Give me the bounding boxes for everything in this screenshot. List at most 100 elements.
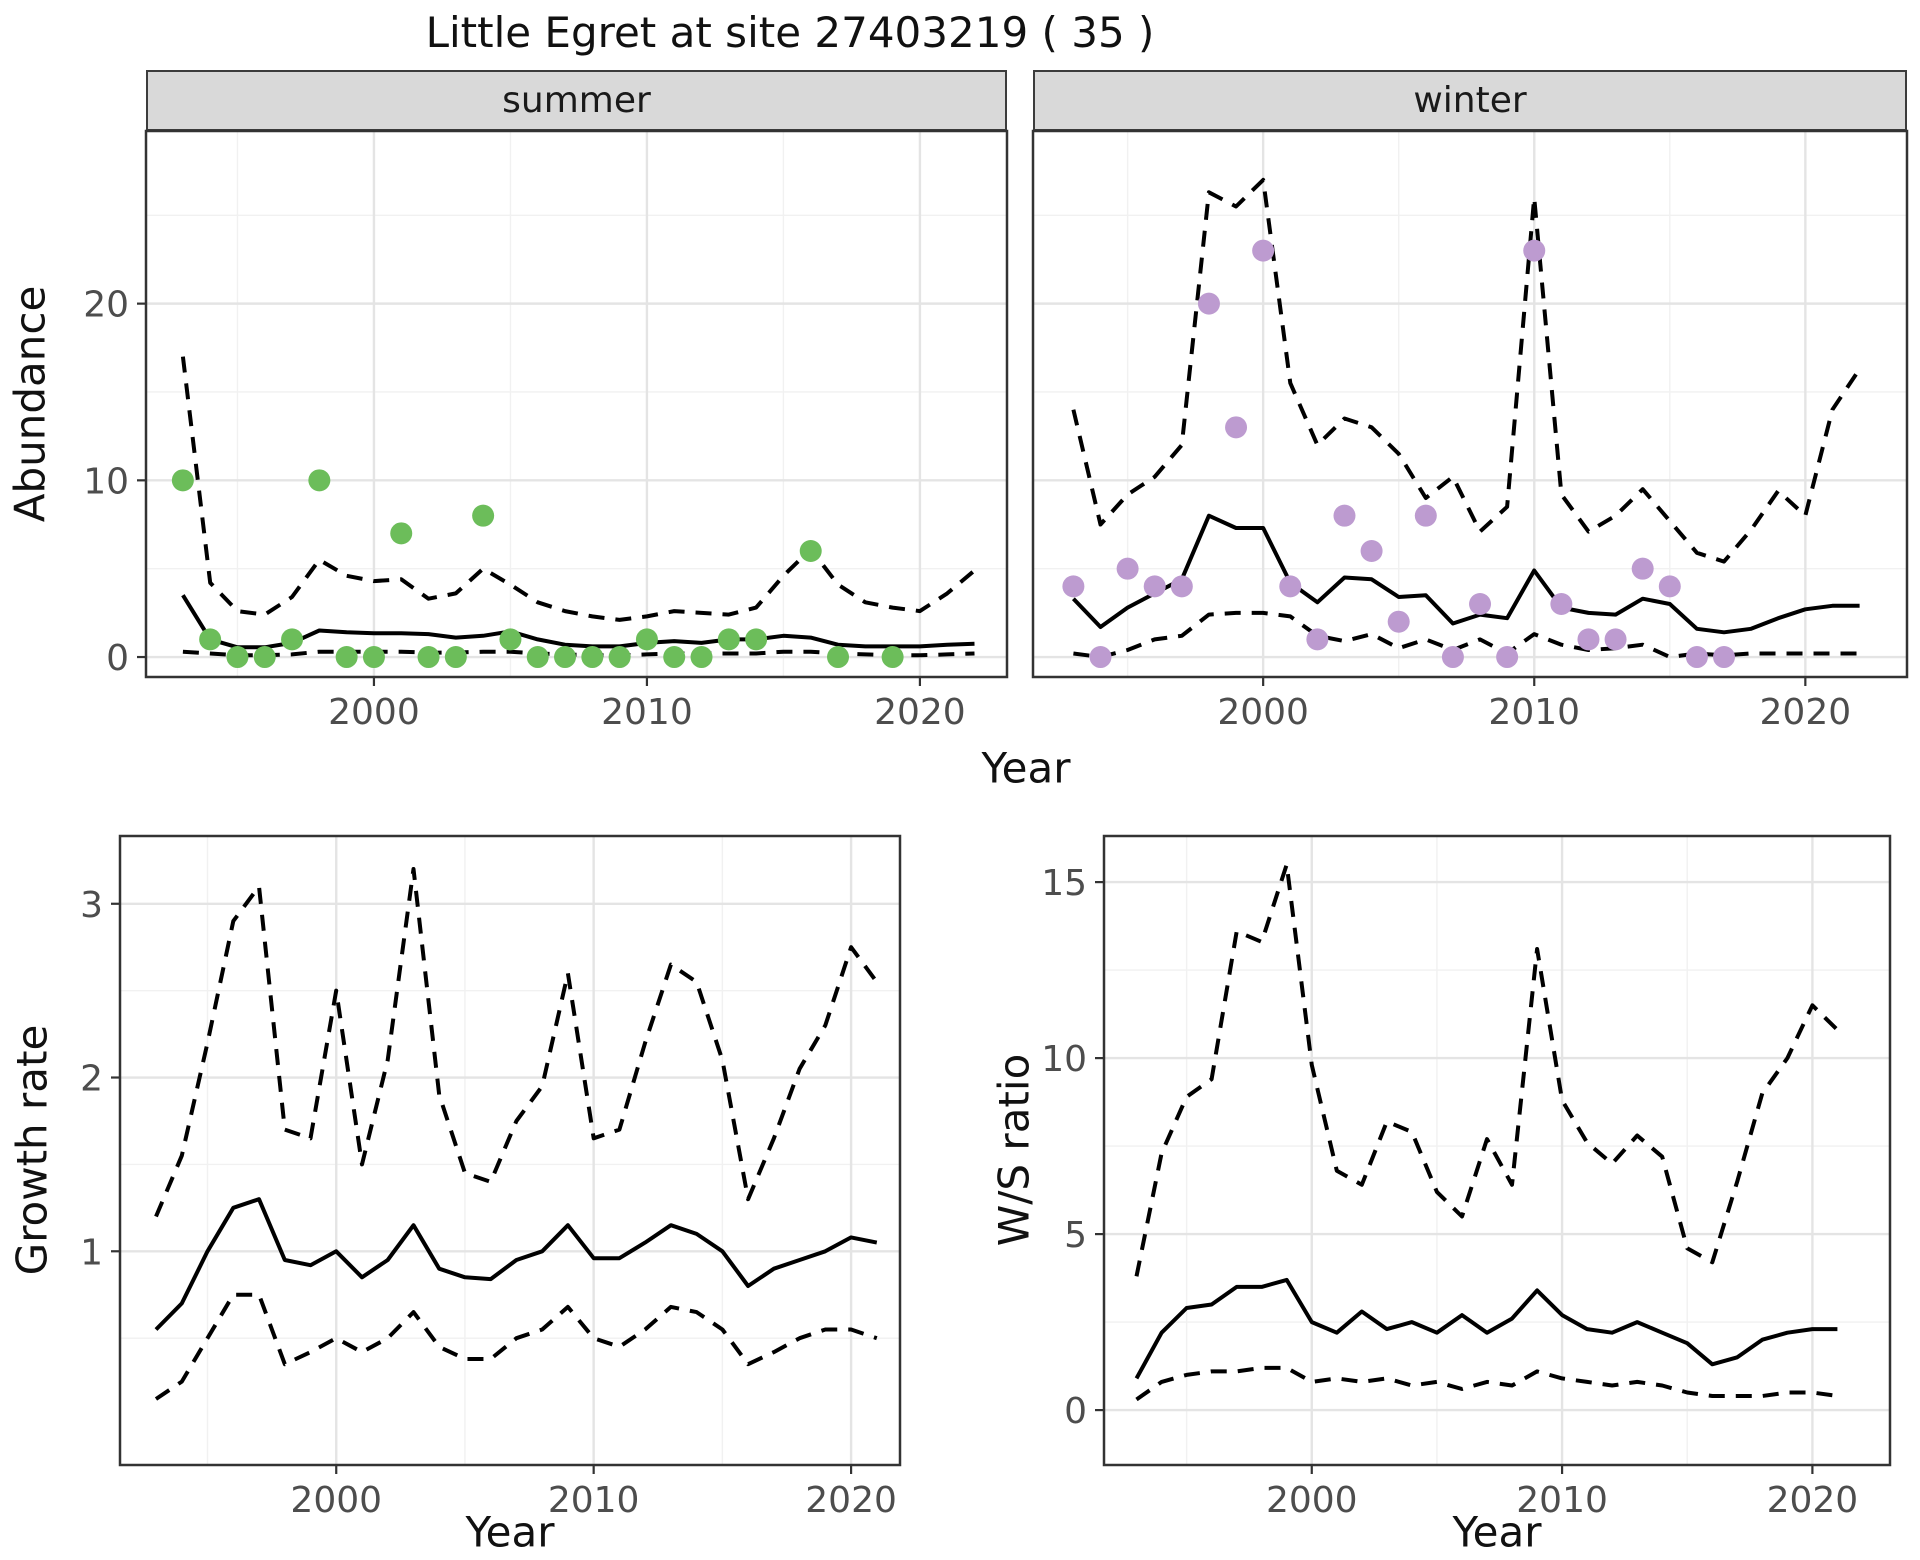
year-axis-title-bottom-right: Year [1452,1507,1542,1557]
summer-data-point [745,628,768,651]
summer-data-point [335,646,358,669]
winter-data-point [1143,575,1166,598]
summer-data-point [881,646,904,669]
winter-data-point [1441,646,1464,669]
winter-data-point [1062,575,1085,598]
winter-data-point [1387,610,1410,633]
winter-data-point [1469,593,1492,616]
winter-data-point [1116,557,1139,580]
summer-data-point [253,646,276,669]
summer-data-point [362,646,385,669]
summer-y-tick-label: 20 [83,285,129,326]
facet-strip-winter-label: winter [1413,80,1527,121]
facet-strip-summer-label: summer [502,80,651,121]
summer-median-line [181,594,975,650]
winter-data-point [1658,575,1681,598]
summer-data-point [281,628,304,651]
summer-data-point [635,628,658,651]
summer-data-point [444,646,467,669]
summer-data-point [226,646,249,669]
panel-summer: 2000 2010 2020 0 10 20 [83,129,1009,733]
growth_rate-y-tick-label: 2 [80,1059,103,1100]
winter-data-point [1414,504,1437,527]
ws_ratio-median-line [1134,1277,1838,1380]
chart-title: Little Egret at site 27403219 ( 35 ) [425,8,1155,57]
abundance-axis-title: Abundance [5,285,55,523]
summer-y-tick-label: 10 [83,461,129,502]
summer-data-point [390,522,413,545]
winter-data-point [1333,504,1356,527]
winter-data-point [1631,557,1654,580]
growth_rate-y-tick-label: 3 [80,885,103,926]
winter-data-point [1550,593,1573,616]
growth_rate-panel-border [118,834,902,1467]
ws_ratio-x-tick-label: 2020 [1767,1480,1859,1521]
winter-data-point [1577,628,1600,651]
growth_rate-median-line [154,1197,878,1331]
summer-data-point [499,628,522,651]
summer-y-tick-label: 0 [106,638,129,679]
winter-data-point [1279,575,1302,598]
winter-median-line [1071,513,1860,635]
facet-strip-summer: summer [146,70,1007,131]
ws_ratio-y-tick-label: 10 [1041,1039,1087,1080]
ws_ratio-y-tick-label: 15 [1041,863,1087,904]
winter-data-point [1713,646,1736,669]
ws_ratio-lower-ci-line [1135,1365,1838,1402]
growth_rate-x-tick-label: 2010 [548,1480,640,1521]
summer-data-point [308,469,331,492]
growth_rate-y-tick-label: 1 [80,1232,103,1273]
winter-x-tick-label: 2010 [1488,692,1580,733]
ws_ratio-y-tick-label: 0 [1064,1391,1087,1432]
facet-strip-winter: winter [1033,70,1907,131]
winter-data-point [1089,646,1112,669]
winter-data-point [1170,575,1193,598]
ws_ratio-panel-border [1102,834,1892,1467]
ws_ratio-x-tick-label: 2000 [1266,1480,1358,1521]
summer-data-point [663,646,686,669]
summer-data-point [526,646,549,669]
winter-x-tick-label: 2000 [1217,692,1309,733]
winter-data-point [1252,239,1275,262]
winter-lower-ci-line [1073,610,1860,659]
summer-data-point [171,469,194,492]
winter-data-point [1197,292,1220,315]
summer-data-point [199,628,222,651]
winter-data-point [1225,416,1248,439]
ws_ratio-y-tick-label: 5 [1064,1215,1087,1256]
panel-ws_ratio: 2000 2010 2020 0 5 10 15 [1041,834,1892,1521]
summer-data-point [608,646,631,669]
winter-data-point [1496,646,1519,669]
winter-data-point [1685,646,1708,669]
year-axis-title-bottom-left: Year [465,1507,555,1557]
summer-panel-border [144,129,1009,679]
winter-data-point [1604,628,1627,651]
summer-data-point [717,628,740,651]
summer-data-point [799,540,822,563]
summer-x-tick-label: 2000 [328,692,420,733]
panel-winter: 2000 2010 2020 [1031,129,1909,733]
winter-data-point [1360,540,1383,563]
winter-upper-ci-line [1071,177,1862,564]
summer-x-tick-label: 2020 [874,692,966,733]
summer-data-point [554,646,577,669]
growth_rate-x-tick-label: 2020 [805,1480,897,1521]
growth_rate-lower-ci-line [154,1292,878,1401]
ws-ratio-axis-title: W/S ratio [989,1053,1039,1247]
summer-upper-ci-line [180,356,976,622]
summer-data-point [472,504,495,527]
summer-data-point [827,646,850,669]
winter-panel-border [1031,129,1909,679]
growth_rate-x-tick-label: 2000 [290,1480,382,1521]
summer-data-point [581,646,604,669]
summer-x-tick-label: 2010 [601,692,693,733]
summer-data-point [417,646,440,669]
panel-growth_rate: 2000 2010 2020 1 2 3 [80,834,902,1521]
summer-data-point [690,646,713,669]
ws_ratio-upper-ci-line [1134,862,1839,1277]
growth-rate-axis-title: Growth rate [7,1024,57,1276]
ws_ratio-x-tick-label: 2010 [1516,1480,1608,1521]
year-axis-title-top: Year [981,743,1071,793]
winter-data-point [1306,628,1329,651]
